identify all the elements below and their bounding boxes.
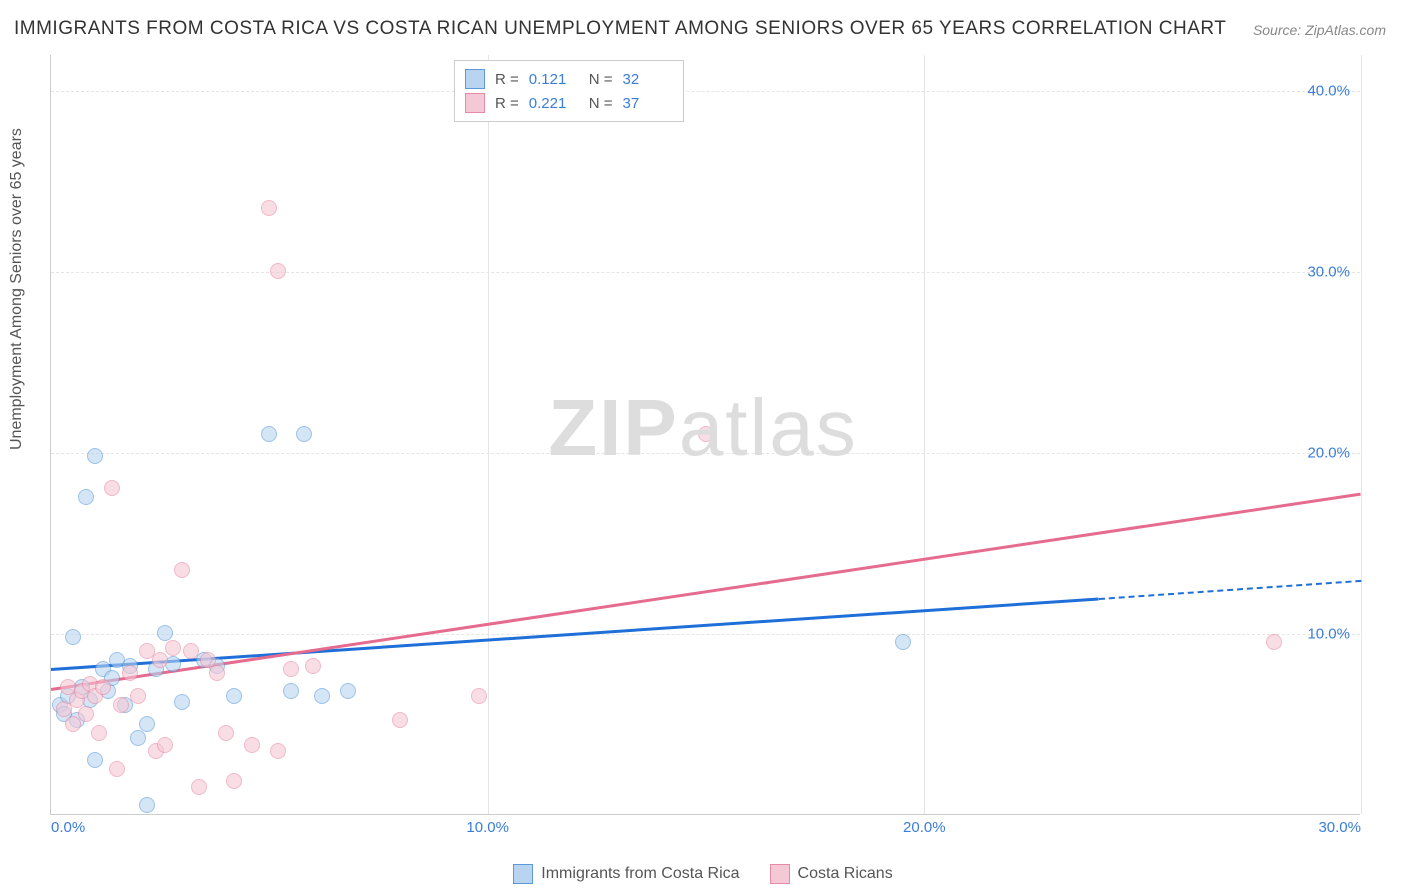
scatter-point: [698, 426, 714, 442]
scatter-point: [340, 683, 356, 699]
legend-item: Immigrants from Costa Rica: [513, 864, 739, 884]
y-tick-label: 40.0%: [1307, 83, 1350, 100]
legend-swatch: [465, 69, 485, 89]
scatter-point: [152, 652, 168, 668]
legend-swatch: [513, 864, 533, 884]
scatter-point: [65, 629, 81, 645]
gridline-h: [51, 272, 1360, 273]
legend-swatch: [770, 864, 790, 884]
scatter-point: [130, 730, 146, 746]
scatter-point: [296, 426, 312, 442]
scatter-point: [95, 679, 111, 695]
gridline-h: [51, 634, 1360, 635]
scatter-point: [91, 725, 107, 741]
n-value: 37: [623, 95, 673, 112]
series-legend: Immigrants from Costa Rica Costa Ricans: [0, 864, 1406, 884]
scatter-point: [139, 716, 155, 732]
scatter-point: [78, 706, 94, 722]
r-value: 0.121: [529, 71, 579, 88]
n-label: N =: [589, 95, 613, 112]
x-tick-label: 10.0%: [466, 819, 509, 836]
scatter-point: [87, 752, 103, 768]
trend-line: [51, 493, 1361, 691]
scatter-point: [139, 797, 155, 813]
correlation-legend: R = 0.121 N = 32 R = 0.221 N = 37: [454, 60, 684, 122]
r-label: R =: [495, 71, 519, 88]
scatter-point: [305, 658, 321, 674]
scatter-point: [218, 725, 234, 741]
y-tick-label: 10.0%: [1307, 626, 1350, 643]
scatter-point: [113, 697, 129, 713]
r-label: R =: [495, 95, 519, 112]
scatter-point: [78, 489, 94, 505]
scatter-point: [122, 665, 138, 681]
scatter-point: [283, 683, 299, 699]
legend-swatch: [465, 93, 485, 113]
scatter-point: [109, 761, 125, 777]
scatter-point: [226, 688, 242, 704]
scatter-point: [183, 643, 199, 659]
gridline-v: [488, 55, 489, 814]
y-tick-label: 20.0%: [1307, 445, 1350, 462]
legend-label: Immigrants from Costa Rica: [541, 865, 739, 883]
scatter-point: [244, 737, 260, 753]
scatter-point: [157, 737, 173, 753]
scatter-point: [261, 200, 277, 216]
n-value: 32: [623, 71, 673, 88]
source-text: Source: ZipAtlas.com: [1253, 22, 1386, 38]
legend-item: Costa Ricans: [770, 864, 893, 884]
scatter-point: [283, 661, 299, 677]
scatter-point: [270, 743, 286, 759]
scatter-point: [1266, 634, 1282, 650]
legend-row: R = 0.121 N = 32: [465, 67, 673, 91]
scatter-point: [261, 426, 277, 442]
scatter-point: [226, 773, 242, 789]
scatter-point: [209, 665, 225, 681]
scatter-point: [104, 480, 120, 496]
scatter-point: [895, 634, 911, 650]
scatter-point: [270, 263, 286, 279]
scatter-point: [130, 688, 146, 704]
r-value: 0.221: [529, 95, 579, 112]
scatter-point: [174, 562, 190, 578]
scatter-point: [191, 779, 207, 795]
scatter-point: [165, 640, 181, 656]
gridline-h: [51, 453, 1360, 454]
scatter-point: [157, 625, 173, 641]
x-tick-label: 20.0%: [903, 819, 946, 836]
gridline-h: [51, 91, 1360, 92]
y-axis-label: Unemployment Among Seniors over 65 years: [8, 128, 26, 450]
scatter-point: [174, 694, 190, 710]
gridline-v: [1361, 55, 1362, 814]
x-tick-label: 30.0%: [1318, 819, 1361, 836]
scatter-point: [87, 448, 103, 464]
gridline-v: [924, 55, 925, 814]
scatter-point: [314, 688, 330, 704]
trend-line-dashed: [1099, 580, 1361, 601]
chart-plot-area: 10.0%20.0%30.0%40.0%0.0%10.0%20.0%30.0%: [50, 55, 1360, 815]
scatter-point: [392, 712, 408, 728]
legend-row: R = 0.221 N = 37: [465, 91, 673, 115]
n-label: N =: [589, 71, 613, 88]
scatter-point: [471, 688, 487, 704]
legend-label: Costa Ricans: [798, 865, 893, 883]
x-tick-label: 0.0%: [51, 819, 85, 836]
chart-title: IMMIGRANTS FROM COSTA RICA VS COSTA RICA…: [14, 18, 1226, 40]
y-tick-label: 30.0%: [1307, 264, 1350, 281]
